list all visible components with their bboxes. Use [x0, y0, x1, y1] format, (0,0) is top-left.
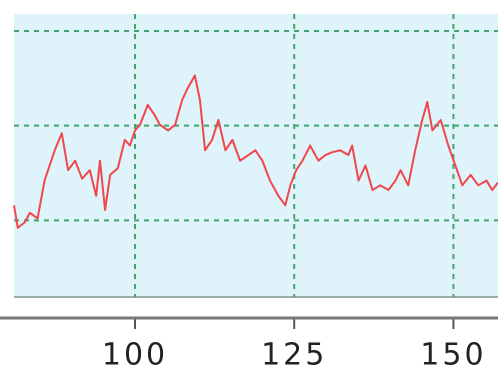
x-tick-label: 100 [102, 338, 168, 373]
x-tick-label: 125 [261, 338, 327, 373]
data-line [13, 74, 498, 229]
plot-background [14, 14, 498, 297]
x-tick-label: 150 [420, 338, 486, 373]
